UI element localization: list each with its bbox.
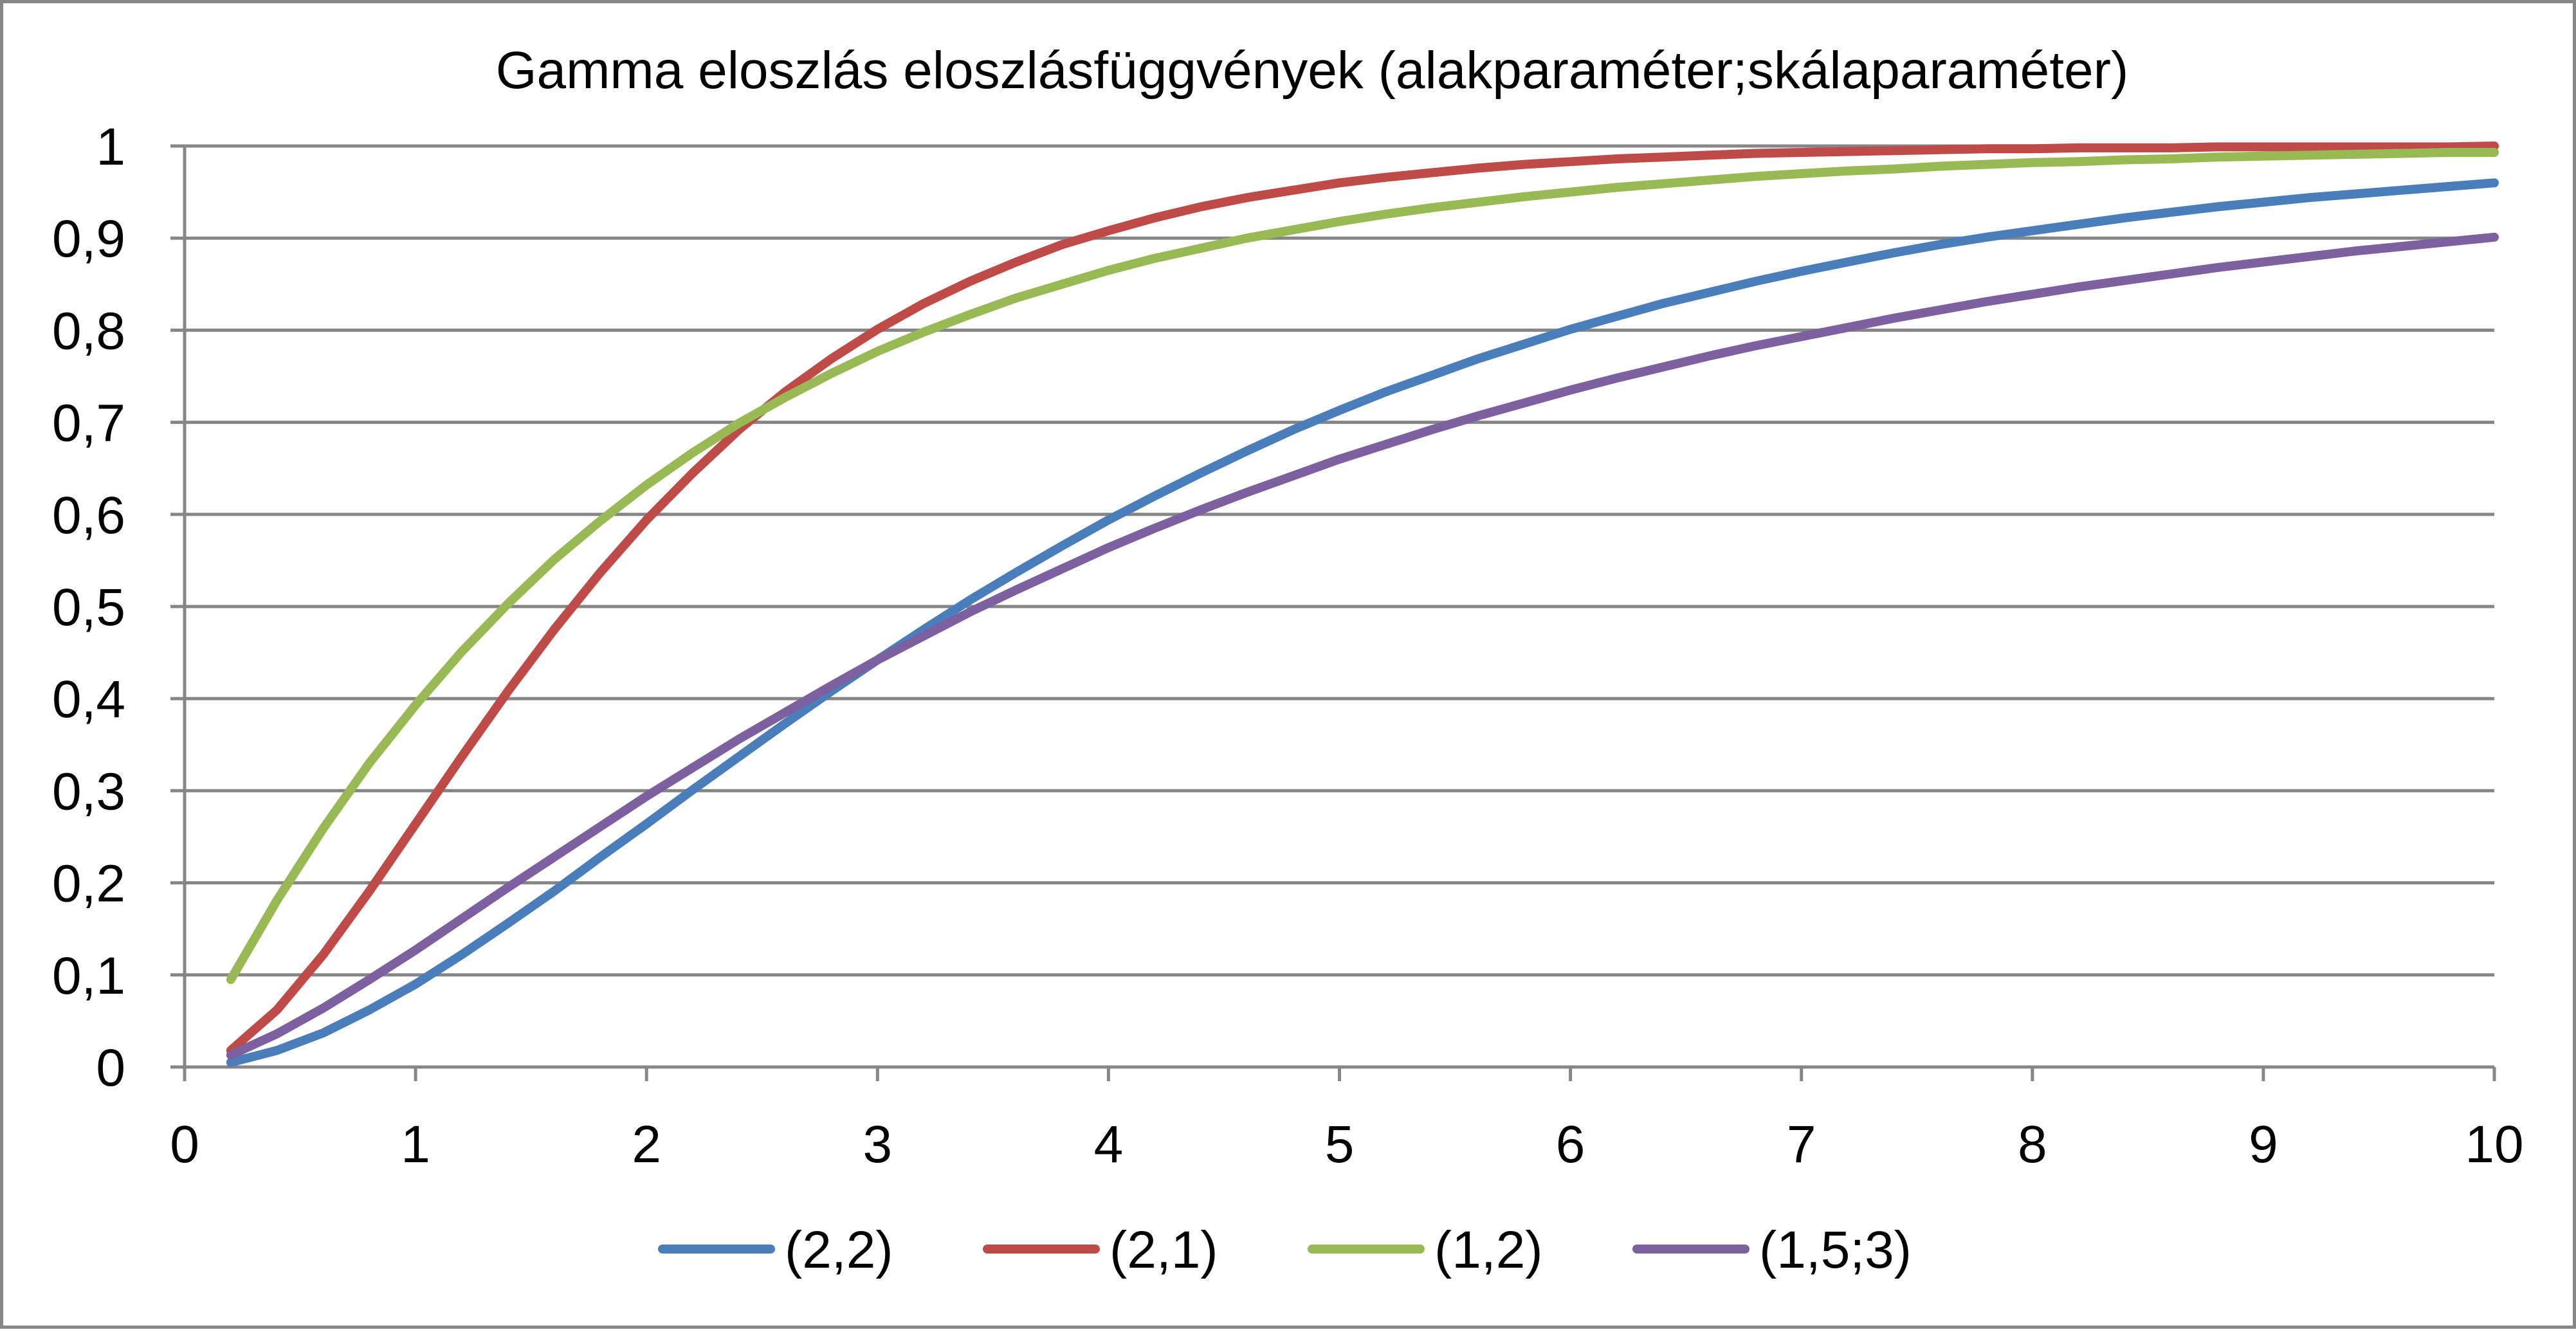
x-tick-label: 9 bbox=[2249, 1115, 2278, 1174]
y-tick-label: 0,4 bbox=[52, 670, 125, 729]
legend-label: (1,5;3) bbox=[1759, 1221, 1912, 1279]
y-tick-label: 0,5 bbox=[52, 578, 125, 637]
series-lines bbox=[226, 141, 2499, 1067]
y-tick-label: 0,1 bbox=[52, 947, 125, 1005]
legend-item: (1,5;3) bbox=[1632, 1221, 1912, 1279]
y-tick-label: 0,7 bbox=[52, 394, 125, 453]
y-tick-label: 0,3 bbox=[52, 762, 125, 821]
series-line bbox=[226, 141, 2499, 1055]
x-tick-label: 1 bbox=[401, 1115, 430, 1174]
legend-label: (2,2) bbox=[785, 1221, 893, 1279]
y-tick-label: 0,9 bbox=[52, 210, 125, 268]
legend-label: (2,1) bbox=[1110, 1221, 1218, 1279]
chart-canvas: Gamma eloszlás eloszlásfüggvények (alakp… bbox=[52, 41, 2524, 1279]
x-tick-label: 5 bbox=[1325, 1115, 1355, 1174]
y-tick-label: 0 bbox=[96, 1039, 125, 1097]
y-tick-label: 0,6 bbox=[52, 486, 125, 545]
gridlines bbox=[185, 144, 2494, 977]
y-tick-label: 1 bbox=[96, 118, 125, 176]
x-tick-label: 10 bbox=[2465, 1115, 2523, 1174]
legend-item: (2,2) bbox=[658, 1221, 893, 1279]
legend-label: (1,2) bbox=[1434, 1221, 1543, 1279]
axes: 00,10,20,30,40,50,60,70,80,910 1 2 3 4 5 6 7 8 9 1… bbox=[52, 118, 2524, 1174]
x-tick-label: 3 bbox=[863, 1115, 892, 1174]
x-tick-label: 4 bbox=[1094, 1115, 1124, 1174]
x-tick-label: 6 bbox=[1556, 1115, 1585, 1174]
x-tick-label: 8 bbox=[2018, 1115, 2047, 1174]
x-tick-label: 7 bbox=[1787, 1115, 1816, 1174]
y-tick-label: 0,2 bbox=[52, 855, 125, 913]
series-line bbox=[226, 178, 2499, 1067]
x-tick-label: 0 bbox=[170, 1115, 199, 1174]
chart-title: Gamma eloszlás eloszlásfüggvények (alakp… bbox=[496, 41, 2129, 100]
x-tick-label: 2 bbox=[632, 1115, 661, 1174]
legend: (2,2) (2,1) (1,2) (1,5;3) bbox=[658, 1221, 1912, 1279]
series-line bbox=[226, 232, 2499, 1060]
legend-item: (1,2) bbox=[1308, 1221, 1543, 1279]
y-tick-label: 0,8 bbox=[52, 302, 125, 360]
legend-item: (2,1) bbox=[983, 1221, 1218, 1279]
series-line bbox=[226, 148, 2499, 984]
